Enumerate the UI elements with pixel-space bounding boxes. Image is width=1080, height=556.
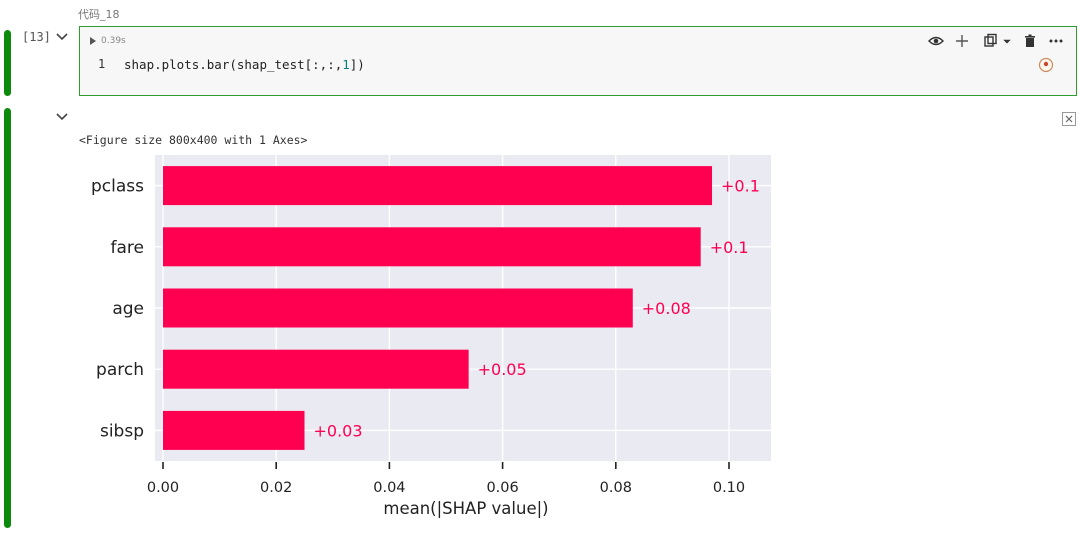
x-tick-label: 0.04 (373, 480, 405, 496)
collapse-output-chevron-icon[interactable] (54, 108, 70, 124)
code-suffix: ]) (349, 57, 365, 72)
collapse-input-chevron-icon[interactable] (54, 28, 70, 44)
bar-parch (163, 349, 469, 389)
y-tick-label: fare (111, 238, 144, 258)
clear-output-icon[interactable] (1062, 112, 1076, 126)
value-label: +0.03 (314, 421, 363, 440)
y-tick-label: parch (96, 360, 144, 380)
trash-icon[interactable] (1022, 33, 1038, 49)
value-label: +0.1 (710, 238, 749, 257)
x-tick-label: 0.08 (600, 480, 632, 496)
chevron-down-icon[interactable] (1002, 33, 1012, 49)
kernel-status-icon[interactable] (1038, 57, 1054, 73)
run-time: 0.39s (101, 36, 126, 46)
x-tick-label: 0.10 (713, 480, 745, 496)
figure-size-text: <Figure size 800x400 with 1 Axes> (79, 133, 308, 147)
run-icon[interactable] (90, 37, 96, 45)
copy-icon[interactable] (980, 33, 1002, 49)
bar-pclass (163, 166, 713, 206)
plus-icon[interactable] (954, 33, 970, 49)
code-line[interactable]: shap.plots.bar(shap_test[:,:,1]) (124, 57, 365, 72)
x-tick-label: 0.00 (147, 480, 179, 496)
value-label: +0.1 (721, 177, 760, 196)
y-tick-label: sibsp (100, 421, 144, 441)
value-label: +0.05 (478, 360, 527, 379)
bar-sibsp (163, 410, 305, 450)
execution-count: [13] (22, 30, 51, 44)
x-axis-label: mean(|SHAP value|) (383, 499, 548, 518)
code-number: 1 (342, 57, 350, 72)
cell-selection-bar[interactable] (4, 30, 11, 96)
output-selection-bar[interactable] (4, 108, 11, 528)
line-number: 1 (98, 57, 106, 71)
eye-icon[interactable] (928, 33, 944, 49)
cell-toolbar (928, 33, 1064, 49)
more-icon[interactable] (1048, 33, 1064, 49)
value-label: +0.08 (642, 299, 691, 318)
code-prefix: shap.plots.bar(shap_test[:,:, (124, 57, 343, 72)
run-info: 0.39s (90, 36, 126, 46)
code-cell-editor[interactable]: 0.39s 1 shap.plots.bar(shap_test[:,:,1]) (79, 26, 1077, 96)
x-tick-label: 0.02 (260, 480, 292, 496)
y-tick-label: pclass (91, 177, 144, 197)
cell-label: 代码_18 (78, 8, 120, 21)
y-tick-label: age (112, 299, 144, 319)
bar-age (163, 288, 633, 328)
x-tick-label: 0.06 (486, 480, 518, 496)
bar-fare (163, 227, 701, 267)
